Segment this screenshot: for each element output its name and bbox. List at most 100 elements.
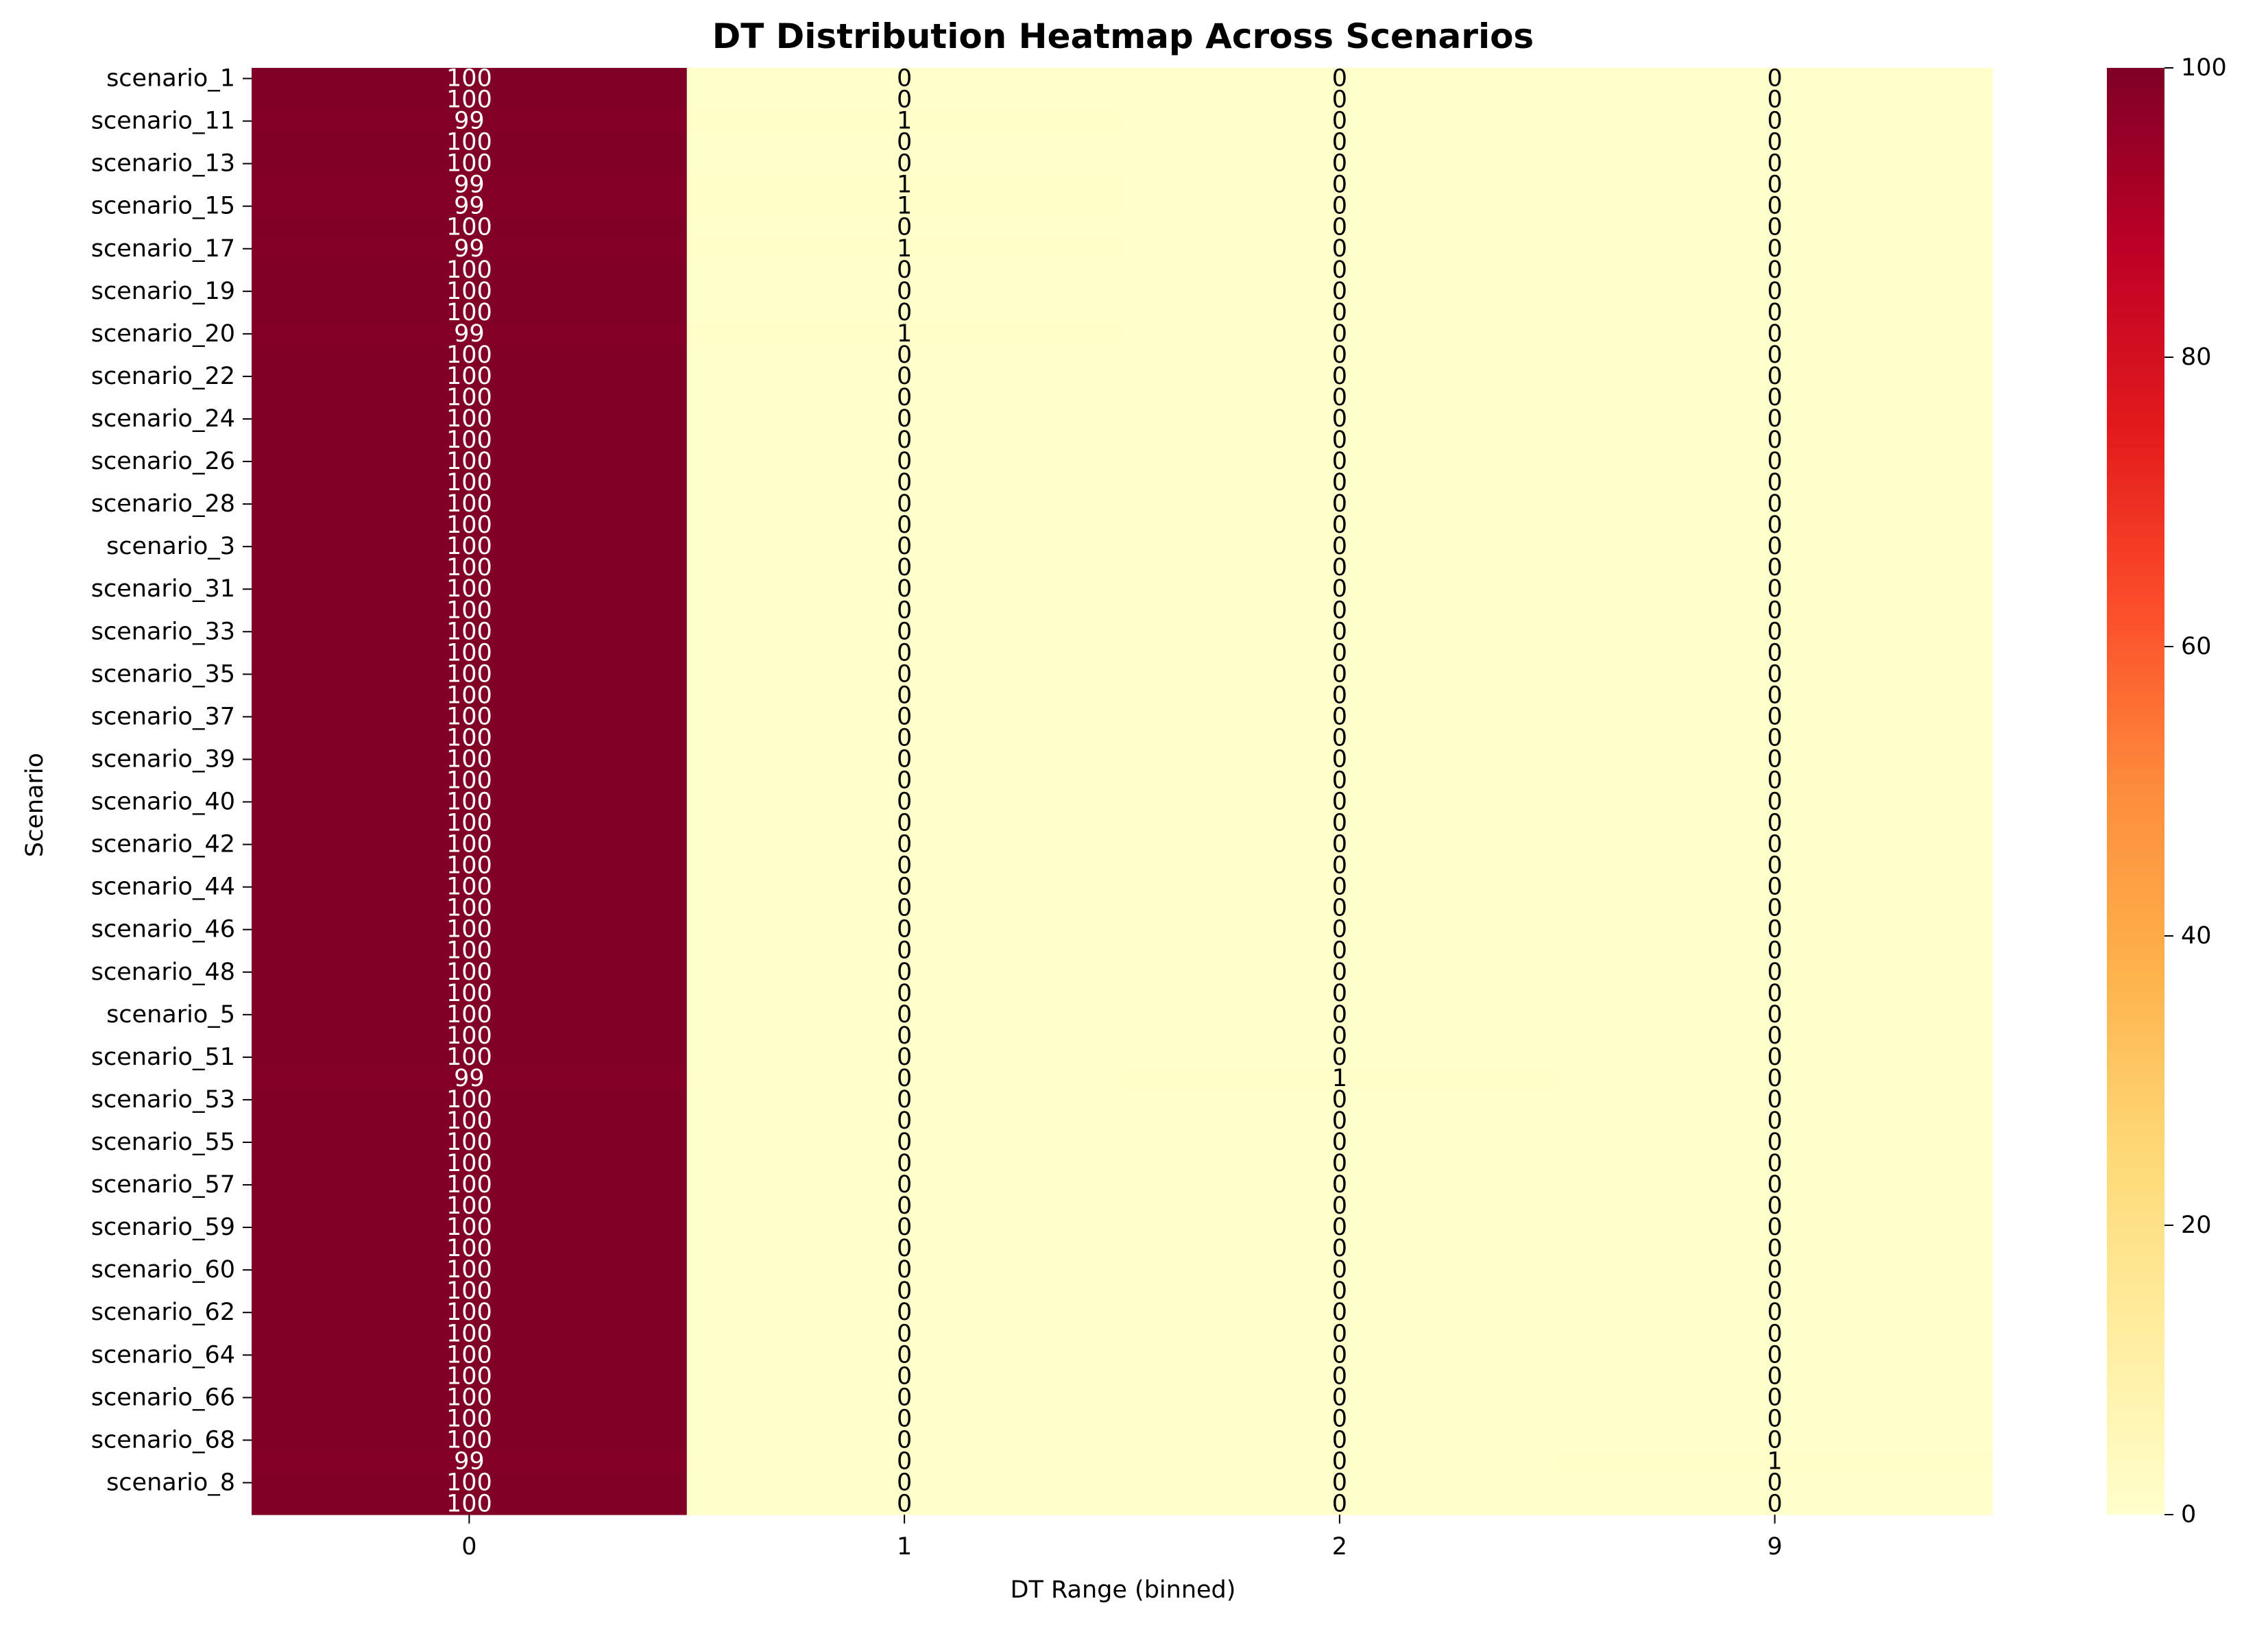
heatmap-cell bbox=[686, 1280, 1123, 1303]
heatmap-cell bbox=[252, 769, 688, 792]
cell-value-label: 0 bbox=[1332, 108, 1347, 135]
heatmap-cell bbox=[1557, 791, 1993, 813]
heatmap-cell bbox=[1122, 769, 1558, 792]
cell-value-label: 100 bbox=[446, 1362, 492, 1390]
y-tick-label: scenario_68 bbox=[91, 1426, 235, 1454]
x-tick-label: 1 bbox=[897, 1533, 912, 1561]
cell-value-label: 0 bbox=[1767, 1469, 1782, 1496]
cell-value-label: 100 bbox=[446, 852, 492, 880]
cell-value-label: 0 bbox=[897, 1022, 912, 1050]
cell-value-label: 0 bbox=[1332, 1129, 1347, 1156]
heatmap-cell bbox=[686, 153, 1123, 175]
heatmap-cell bbox=[252, 1493, 688, 1515]
cell-value-label: 0 bbox=[897, 426, 912, 454]
cell-value-label: 0 bbox=[1767, 810, 1782, 837]
cell-value-label: 0 bbox=[1332, 448, 1347, 475]
cell-value-label: 0 bbox=[1332, 937, 1347, 965]
cell-value-label: 0 bbox=[897, 916, 912, 943]
cell-value-label: 0 bbox=[1767, 1107, 1782, 1135]
cell-value-label: 0 bbox=[1767, 469, 1782, 496]
y-tick-label: scenario_42 bbox=[91, 831, 235, 858]
cell-value-label: 0 bbox=[1767, 1362, 1782, 1390]
heatmap-cell bbox=[686, 791, 1123, 813]
cell-value-label: 0 bbox=[1767, 405, 1782, 433]
heatmap-cell bbox=[1122, 1386, 1558, 1409]
cell-value-label: 0 bbox=[1332, 1214, 1347, 1241]
cell-value-label: 0 bbox=[1332, 256, 1347, 284]
cell-value-label: 0 bbox=[1332, 1490, 1347, 1517]
heatmap-cell bbox=[252, 89, 688, 111]
heatmap-cell bbox=[1122, 919, 1558, 941]
cell-value-label: 0 bbox=[1767, 448, 1782, 475]
cell-value-label: 0 bbox=[897, 1214, 912, 1241]
heatmap-cell bbox=[1122, 834, 1558, 856]
heatmap-cell bbox=[686, 706, 1123, 728]
heatmap-cell bbox=[1557, 280, 1993, 302]
heatmap-cell bbox=[1557, 1301, 1993, 1324]
cell-value-label: 0 bbox=[1767, 1384, 1782, 1411]
cell-value-label: 0 bbox=[1767, 278, 1782, 305]
y-tick-label: scenario_51 bbox=[91, 1044, 235, 1071]
cell-value-label: 0 bbox=[1332, 1044, 1347, 1071]
heatmap-cell bbox=[686, 1153, 1123, 1175]
heatmap-cell bbox=[1122, 1471, 1558, 1494]
cell-value-label: 0 bbox=[1767, 789, 1782, 816]
heatmap-cell bbox=[686, 493, 1123, 516]
heatmap-cell bbox=[252, 1216, 688, 1239]
heatmap-cell bbox=[1122, 1301, 1558, 1324]
heatmap-cell bbox=[252, 898, 688, 919]
cell-value-label: 0 bbox=[897, 874, 912, 901]
cell-value-label: 100 bbox=[446, 1171, 492, 1199]
heatmap-cell bbox=[686, 1089, 1123, 1111]
cell-value-label: 0 bbox=[897, 65, 912, 93]
cell-value-label: 0 bbox=[1332, 874, 1347, 901]
cell-value-label: 0 bbox=[1332, 639, 1347, 666]
heatmap-cell bbox=[1122, 812, 1558, 834]
cell-value-label: 100 bbox=[446, 1192, 492, 1220]
heatmap-cell bbox=[252, 727, 688, 749]
y-tick-label: scenario_37 bbox=[91, 703, 235, 730]
cell-value-label: 0 bbox=[1332, 129, 1347, 156]
heatmap-cell bbox=[1557, 365, 1993, 388]
heatmap-cell bbox=[686, 1386, 1123, 1409]
cell-value-label: 0 bbox=[897, 469, 912, 496]
heatmap-cell bbox=[1557, 961, 1993, 983]
heatmap-cell bbox=[1557, 89, 1993, 111]
cell-value-label: 0 bbox=[1332, 852, 1347, 880]
cell-value-label: 0 bbox=[897, 86, 912, 114]
heatmap-cell bbox=[1122, 1259, 1558, 1281]
cell-value-label: 0 bbox=[897, 1490, 912, 1517]
heatmap-cell bbox=[1122, 855, 1558, 877]
x-tick-label: 9 bbox=[1767, 1533, 1782, 1561]
heatmap-cell bbox=[1557, 238, 1993, 260]
cell-value-label: 0 bbox=[1332, 831, 1347, 858]
x-axis-ticks: 0 1 2 9 bbox=[461, 1515, 1783, 1561]
cell-value-label: 100 bbox=[446, 724, 492, 751]
cell-value-label: 0 bbox=[897, 1341, 912, 1369]
heatmap-cell bbox=[1557, 195, 1993, 217]
heatmap-cell bbox=[1122, 1089, 1558, 1111]
heatmap-cell bbox=[252, 472, 688, 494]
heatmap-cell bbox=[252, 1323, 688, 1345]
heatmap-cell bbox=[686, 1131, 1123, 1154]
cell-value-label: 100 bbox=[446, 597, 492, 624]
cell-value-label: 100 bbox=[446, 980, 492, 1007]
heatmap-cell bbox=[686, 1429, 1123, 1452]
y-tick-label: scenario_57 bbox=[91, 1171, 235, 1199]
cell-value-label: 0 bbox=[1767, 511, 1782, 539]
heatmap-cell bbox=[252, 1004, 688, 1026]
y-tick-label: scenario_35 bbox=[91, 660, 235, 688]
cell-value-label: 0 bbox=[1332, 171, 1347, 199]
heatmap-cell bbox=[252, 1174, 688, 1196]
y-tick-label: scenario_66 bbox=[91, 1384, 235, 1411]
cell-value-label: 0 bbox=[897, 1469, 912, 1496]
heatmap-cell bbox=[1557, 1068, 1993, 1090]
cell-value-label: 100 bbox=[446, 214, 492, 241]
heatmap-cell bbox=[252, 493, 688, 516]
cell-value-label: 100 bbox=[446, 1107, 492, 1135]
heatmap-cell bbox=[252, 1280, 688, 1303]
cell-value-label: 0 bbox=[897, 789, 912, 816]
cell-value-label: 0 bbox=[1332, 1150, 1347, 1177]
heatmap-cell bbox=[686, 195, 1123, 217]
cell-value-label: 100 bbox=[446, 384, 492, 411]
